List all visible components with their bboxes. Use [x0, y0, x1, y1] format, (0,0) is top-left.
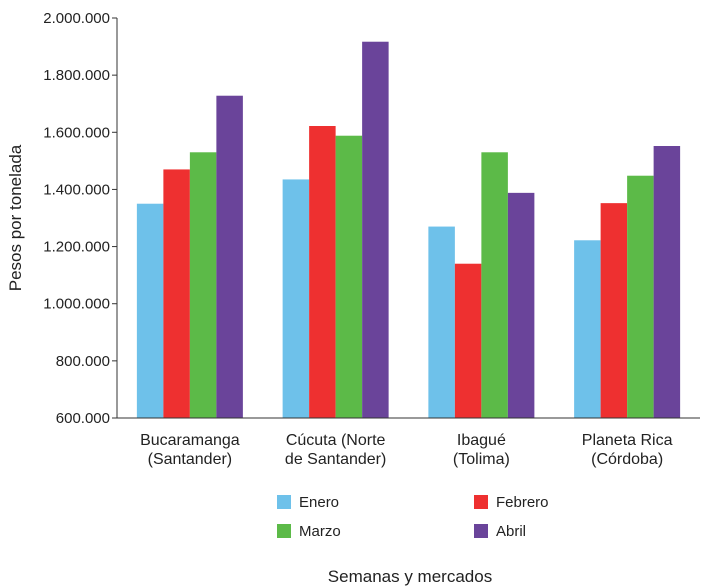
- x-category-label: Ibagué (Tolima): [453, 432, 510, 468]
- bar-abril-2: [362, 41, 389, 418]
- bars: [136, 41, 681, 419]
- bar-abril-3: [507, 192, 535, 418]
- y-tick-label: 1.400.000: [43, 181, 110, 198]
- y-tick-label: 2.000.000: [43, 10, 110, 27]
- y-tick-label: 1.600.000: [43, 124, 110, 141]
- legend-swatch-abril: [474, 524, 488, 538]
- bar-febrero-1: [163, 169, 190, 418]
- bar-enero-2: [282, 179, 310, 418]
- y-axis: 600.000 800.000 1.000.000 1.200.000 1.400.00…: [43, 10, 118, 427]
- y-tick-label: 600.000: [56, 410, 110, 427]
- legend-swatch-enero: [277, 495, 291, 509]
- bar-febrero-3: [454, 263, 482, 418]
- x-category-label: Cúcuta (Norte de Santander): [285, 432, 386, 468]
- bar-marzo-4: [627, 175, 654, 418]
- y-axis-title: Pesos por tonelada: [6, 144, 25, 291]
- legend-label-abril: Abril: [496, 523, 526, 540]
- legend-label-enero: Enero: [299, 494, 339, 511]
- x-category-label: Bucaramanga (Santander): [140, 432, 240, 468]
- x-axis-title: Semanas y mercados: [328, 567, 492, 586]
- bar-enero-1: [136, 203, 164, 418]
- bar-marzo-3: [481, 152, 508, 419]
- y-tick-label: 1.800.000: [43, 67, 110, 84]
- bar-enero-4: [574, 240, 601, 418]
- bar-abril-1: [216, 95, 243, 418]
- legend-label-febrero: Febrero: [496, 494, 549, 511]
- bar-enero-3: [428, 226, 455, 418]
- bar-febrero-4: [600, 203, 628, 418]
- legend-swatch-marzo: [277, 524, 291, 538]
- legend-label-marzo: Marzo: [299, 523, 341, 540]
- x-axis: Bucaramanga (Santander) Cúcuta (Norte de Sa…: [117, 417, 700, 468]
- bar-abril-4: [653, 146, 681, 418]
- y-tick-label: 1.000.000: [43, 296, 110, 313]
- y-tick-label: 1.200.000: [43, 239, 110, 256]
- bar-marzo-2: [335, 135, 363, 418]
- x-category-label: Planeta Rica (Córdoba): [582, 432, 673, 468]
- bar-marzo-1: [189, 152, 217, 419]
- y-tick-label: 800.000: [56, 353, 110, 370]
- legend-swatch-febrero: [474, 495, 488, 509]
- legend: Enero Febrero Marzo Abril: [277, 494, 549, 540]
- bar-febrero-2: [309, 126, 336, 418]
